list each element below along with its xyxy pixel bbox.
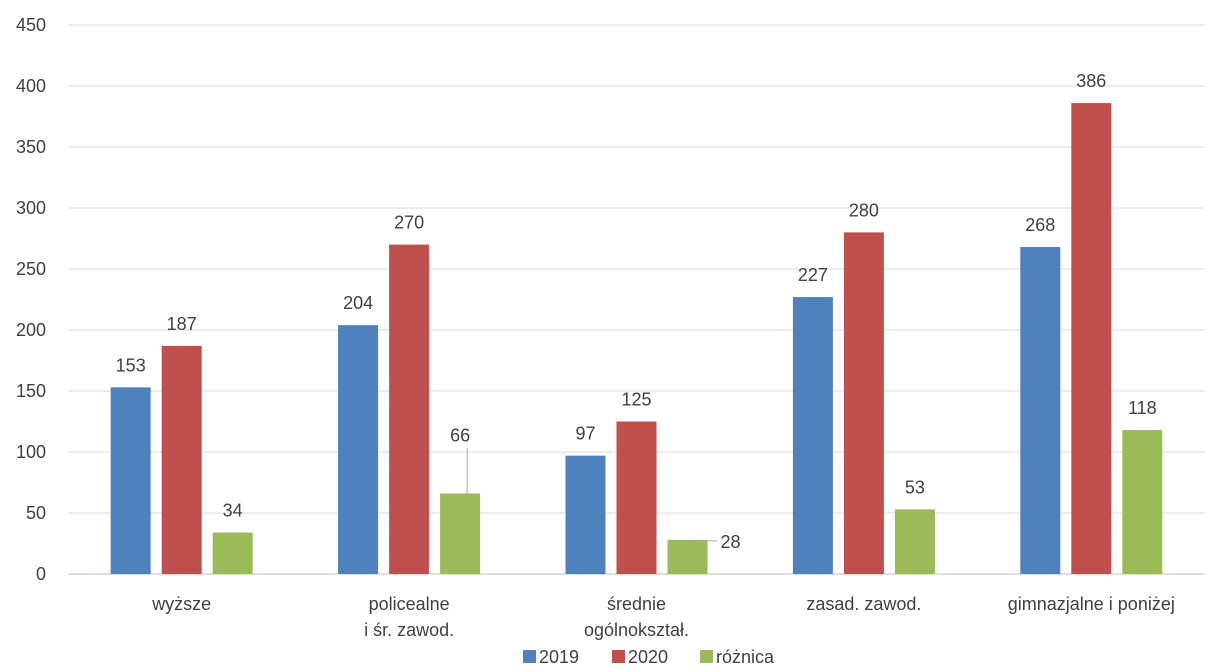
- y-tick-label: 150: [16, 381, 46, 401]
- bar-2019-2: [565, 455, 606, 574]
- y-axis-tick-labels: 0 50 100 150 200 250 300 350 400 450: [16, 15, 46, 584]
- y-tick-label: 300: [16, 198, 46, 218]
- bar-2020-2: [616, 421, 657, 574]
- data-label: 153: [116, 355, 146, 375]
- x-category-label: policealne: [369, 594, 450, 614]
- y-tick-label: 100: [16, 442, 46, 462]
- bar-różnica-2: [667, 539, 708, 574]
- data-label: 118: [1128, 398, 1157, 418]
- x-category-label: zasad. zawod.: [806, 594, 921, 614]
- x-category-label: średnie: [607, 594, 666, 614]
- bar-2020-4: [1071, 103, 1112, 574]
- legend-swatch-różnica: [700, 650, 713, 663]
- data-label: 270: [394, 213, 424, 233]
- data-label: 53: [905, 477, 925, 497]
- data-label: 227: [798, 265, 828, 285]
- bar-2019-1: [338, 325, 379, 574]
- y-tick-label: 450: [16, 15, 46, 35]
- bar-2019-4: [1020, 247, 1061, 575]
- bar-2019-0: [110, 387, 151, 574]
- data-label: 204: [343, 293, 373, 313]
- y-tick-label: 50: [26, 503, 46, 523]
- x-category-label: wyższe: [151, 594, 211, 614]
- legend-label: 2020: [628, 647, 668, 667]
- bar-różnica-0: [212, 532, 253, 574]
- data-label-leader-lines: [466, 447, 718, 542]
- data-label: 66: [450, 425, 470, 445]
- y-tick-label: 400: [16, 76, 46, 96]
- bar-różnica-4: [1122, 430, 1163, 574]
- data-label: 125: [621, 390, 651, 410]
- legend-label: 2019: [539, 647, 579, 667]
- bar-2019-3: [792, 297, 833, 574]
- legend-swatch-2019: [523, 650, 536, 663]
- x-category-label: ogólnokształ.: [584, 620, 689, 640]
- legend: 2019 2020 różnica: [523, 647, 775, 667]
- bar-różnica-1: [440, 493, 481, 574]
- data-label: 187: [167, 314, 197, 334]
- data-labels: 153 204 97 227 268 187 270 125 280 386 34 66 28 53 118: [116, 71, 1157, 552]
- x-axis-category-labels: wyższe policealne i śr. zawod. średnie ogóln…: [151, 594, 1175, 640]
- data-label: 97: [575, 424, 595, 444]
- data-label: 386: [1076, 71, 1106, 91]
- x-category-label: i śr. zawod.: [364, 620, 454, 640]
- bar-różnica-3: [894, 509, 935, 574]
- bar-2020-1: [389, 244, 430, 574]
- y-tick-label: 200: [16, 320, 46, 340]
- data-label: 280: [849, 200, 879, 220]
- legend-swatch-2020: [612, 650, 625, 663]
- bar-2020-3: [843, 232, 884, 574]
- y-tick-label: 0: [36, 564, 46, 584]
- legend-label: różnica: [716, 647, 775, 667]
- data-label: 34: [223, 501, 243, 521]
- y-tick-label: 350: [16, 137, 46, 157]
- gridlines: [68, 24, 1205, 575]
- data-label: 268: [1025, 215, 1055, 235]
- bar-2020-0: [161, 345, 202, 574]
- y-tick-label: 250: [16, 259, 46, 279]
- data-label: 28: [721, 532, 741, 552]
- bars: [110, 103, 1163, 575]
- x-category-label: gimnazjalne i poniżej: [1008, 594, 1175, 614]
